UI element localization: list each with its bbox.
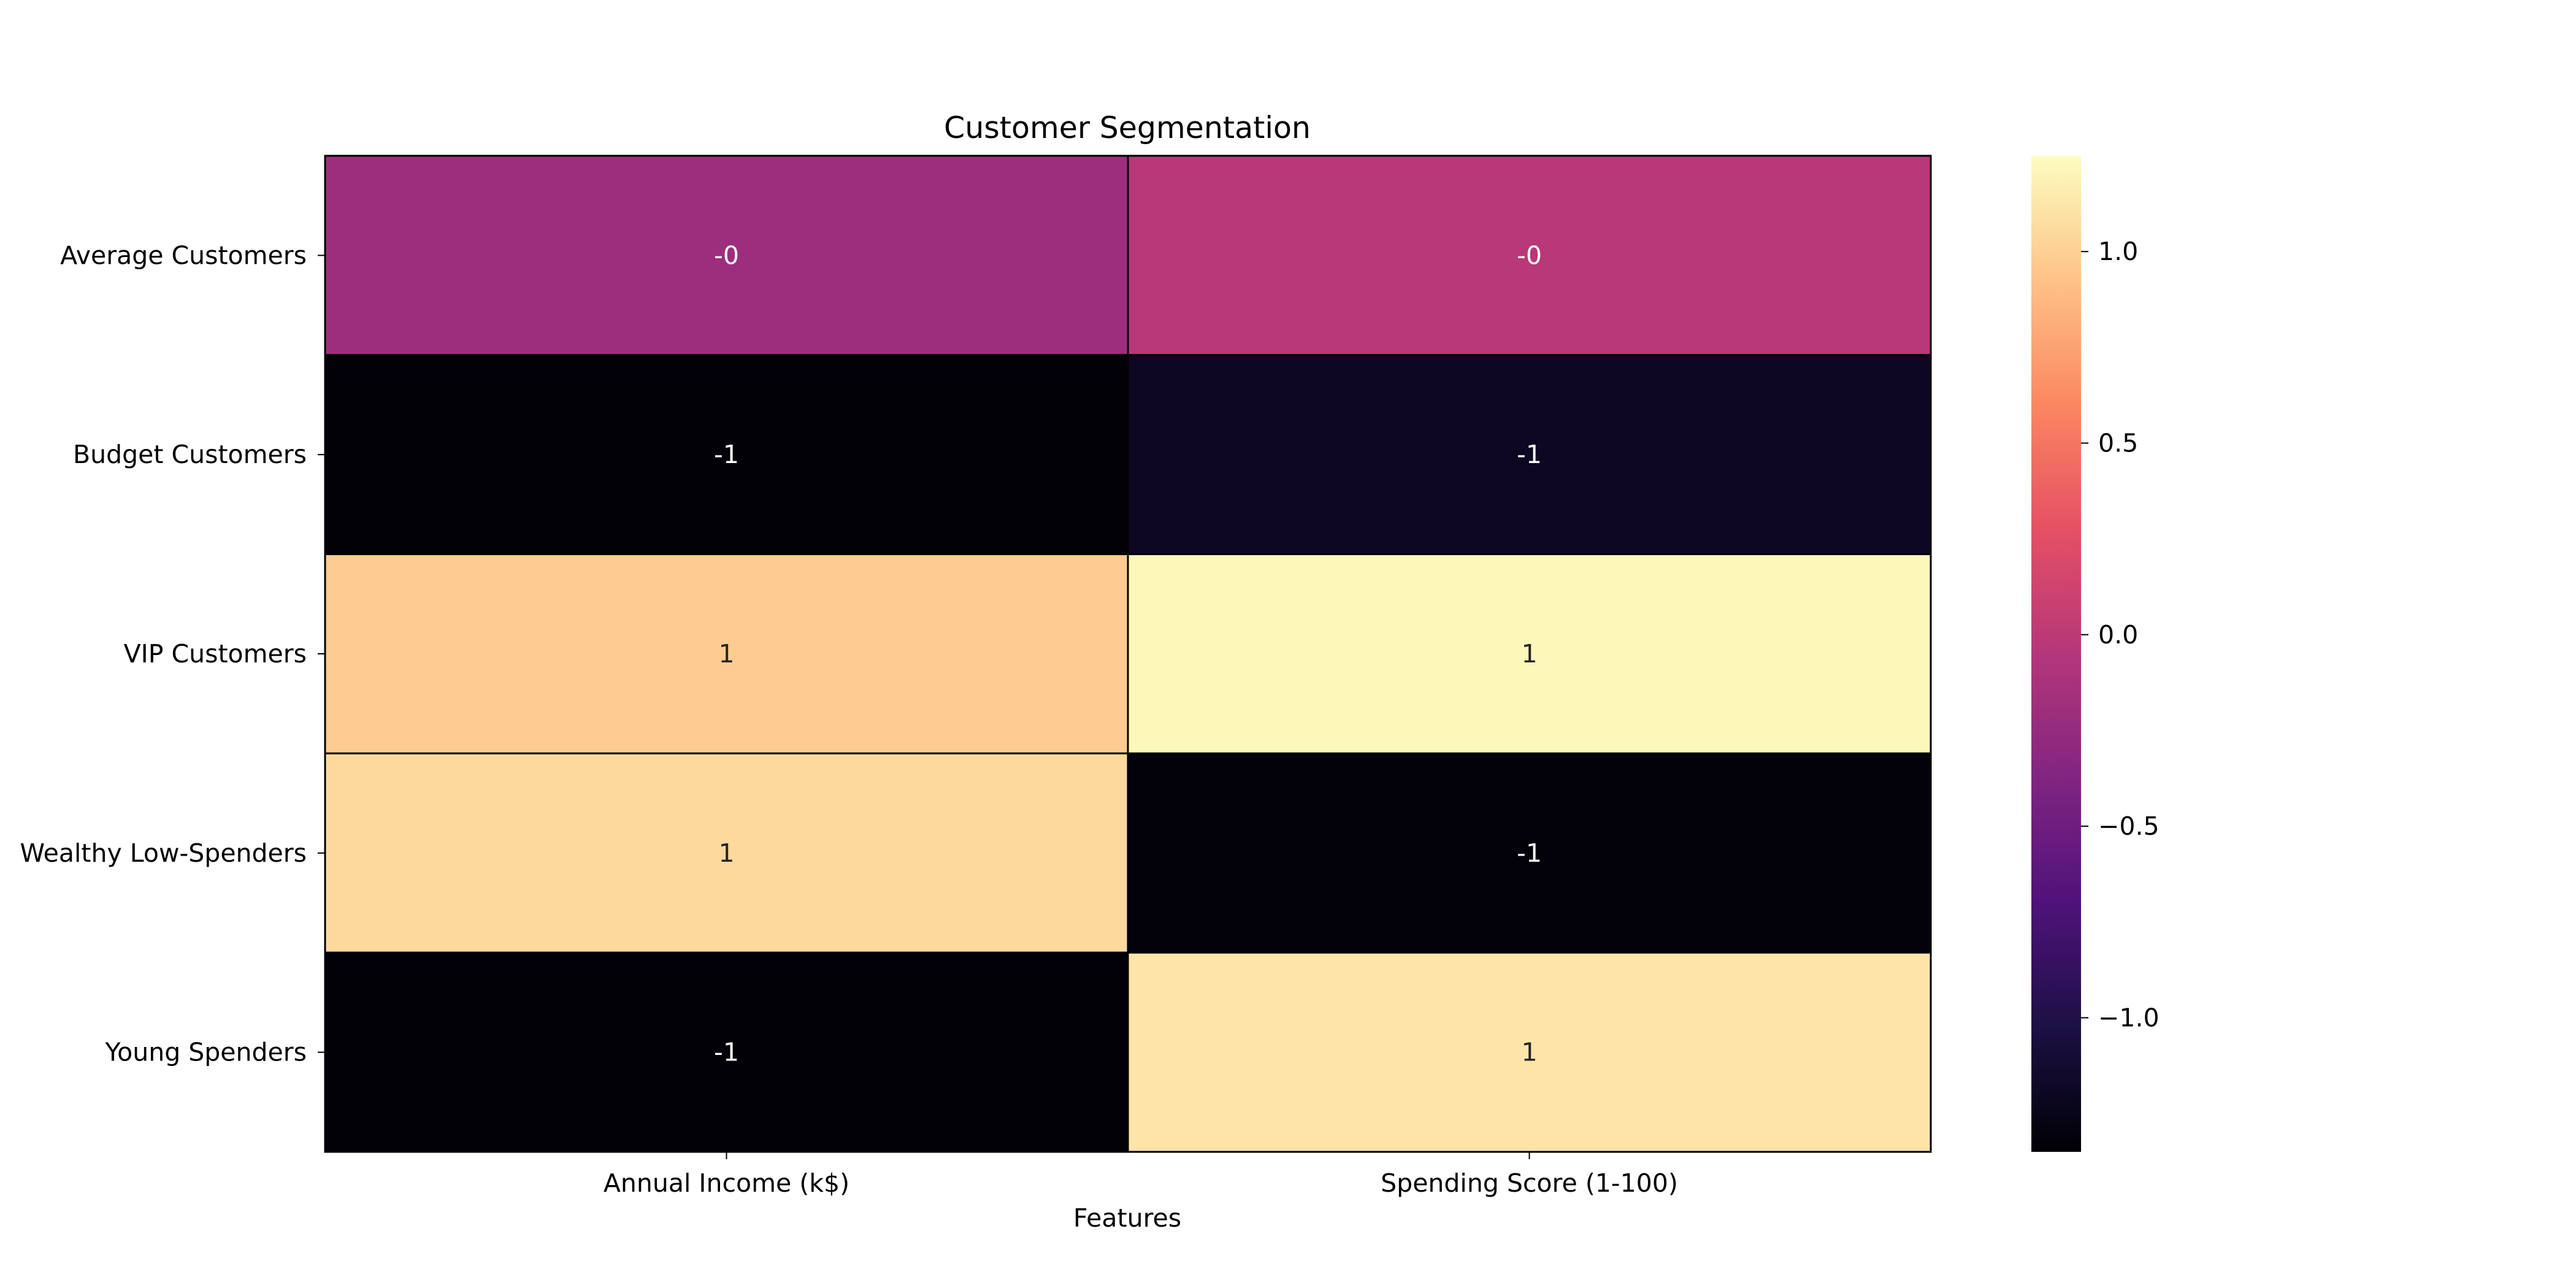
- heatmap-cells: [324, 155, 1932, 1153]
- x-axis-label: Features: [1073, 1203, 1181, 1233]
- heatmap-cell: [324, 553, 1129, 754]
- y-axis: Average Customers Budget Customers VIP Cus…: [20, 240, 325, 1067]
- cell-value-label: -1: [714, 440, 739, 469]
- colorbar: −1.0 −0.5 0.0 0.5 1.0: [2031, 156, 2160, 1152]
- colorbar-tick-label: −1.0: [2098, 1003, 2160, 1032]
- cell-value-label: -1: [714, 1038, 739, 1067]
- x-axis: Annual Income (k$) Spending Score (1-100): [604, 1152, 1678, 1198]
- cell-value-label: 1: [718, 838, 734, 868]
- y-tick-label: Young Spenders: [105, 1038, 307, 1067]
- heatmap-cell: [1127, 354, 1932, 556]
- colorbar-gradient: [2031, 156, 2081, 1152]
- cell-value-label: -0: [714, 240, 739, 270]
- colorbar-tick-label: 0.5: [2098, 428, 2138, 458]
- heatmap-cell: [1127, 752, 1932, 954]
- heatmap-cell: [324, 354, 1129, 556]
- colorbar-ticks: −1.0 −0.5 0.0 0.5 1.0: [2081, 237, 2160, 1032]
- heatmap-cell: [1127, 951, 1932, 1153]
- cell-value-label: -0: [1517, 240, 1542, 270]
- y-tick-label: Average Customers: [60, 240, 307, 270]
- y-tick-label: Wealthy Low-Spenders: [20, 838, 307, 868]
- heatmap-cell: [324, 752, 1129, 954]
- y-tick-label: VIP Customers: [124, 639, 307, 669]
- heatmap-cell: [1127, 553, 1932, 754]
- cell-value-label: 1: [718, 639, 734, 669]
- heatmap-cell: [1127, 155, 1932, 356]
- cell-value-label: 1: [1521, 1038, 1537, 1067]
- colorbar-tick-label: −0.5: [2098, 811, 2160, 841]
- x-tick-label: Spending Score (1-100): [1381, 1168, 1678, 1198]
- cell-value-label: 1: [1521, 639, 1537, 669]
- cell-value-label: -1: [1517, 838, 1542, 868]
- heatmap-cell: [324, 155, 1129, 356]
- chart-title: Customer Segmentation: [944, 110, 1311, 145]
- y-tick-label: Budget Customers: [73, 440, 307, 469]
- heatmap-cell-labels: -0 -0 -1 -1 1 1 1 -1 -1 1: [714, 240, 1542, 1067]
- cell-value-label: -1: [1517, 440, 1542, 469]
- colorbar-tick-label: 0.0: [2098, 620, 2138, 650]
- x-tick-label: Annual Income (k$): [604, 1168, 849, 1198]
- colorbar-tick-label: 1.0: [2098, 237, 2138, 266]
